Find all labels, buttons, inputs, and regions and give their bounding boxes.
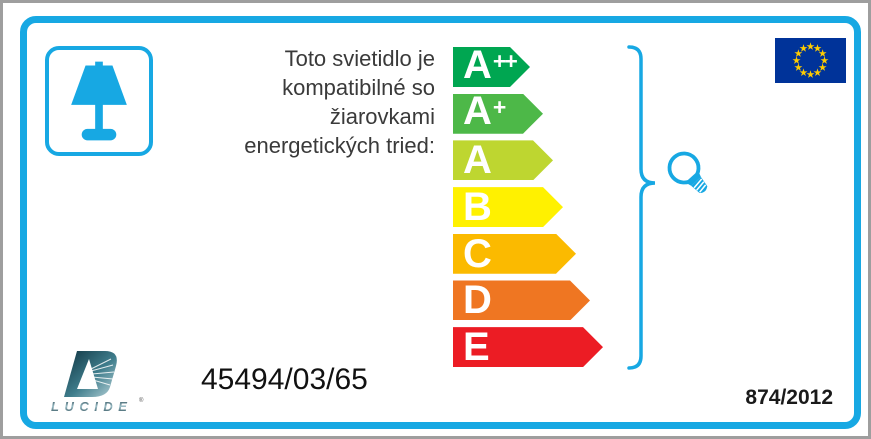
label-border-frame: [20, 16, 861, 429]
eu-flag-icon: [775, 38, 846, 83]
lucide-logo-mark: [64, 351, 117, 397]
label-heading: Toto svietidlo je kompatibilné so žiarov…: [244, 46, 435, 158]
energy-class-arrow-d: D: [453, 280, 590, 320]
class-superscript: +: [492, 94, 505, 121]
class-letter: E: [463, 325, 490, 370]
energy-class-arrow-e: E: [453, 327, 603, 367]
table-lamp-icon: [71, 61, 127, 141]
brand-name: LUCIDE: [51, 399, 132, 414]
regulation-number: 874/2012: [745, 386, 833, 409]
luminaire-pictogram-box: [45, 46, 153, 156]
energy-class-arrow-c: C: [453, 234, 576, 274]
lucide-logo: LUCIDE ®: [47, 347, 157, 419]
class-letter: A: [463, 42, 492, 87]
energy-class-arrow-a-plus-plus: A ++: [453, 47, 530, 87]
class-letter: A: [463, 138, 492, 183]
class-letter: D: [463, 278, 492, 323]
class-letter: A: [463, 89, 492, 134]
light-bulb-icon: [667, 151, 708, 194]
energy-class-arrow-a-plus: A +: [453, 94, 543, 134]
class-letter: B: [463, 185, 492, 230]
curly-brace-icon: [627, 45, 656, 370]
energy-class-arrow-a: A: [453, 140, 553, 180]
class-letter: C: [463, 231, 492, 276]
energy-class-arrow-b: B: [453, 187, 563, 227]
energy-class-scale: A ++ A + A B C D E: [453, 47, 603, 367]
registered-mark: ®: [139, 397, 144, 404]
product-code: 45494/03/65: [201, 363, 368, 396]
class-superscript: ++: [492, 47, 516, 74]
